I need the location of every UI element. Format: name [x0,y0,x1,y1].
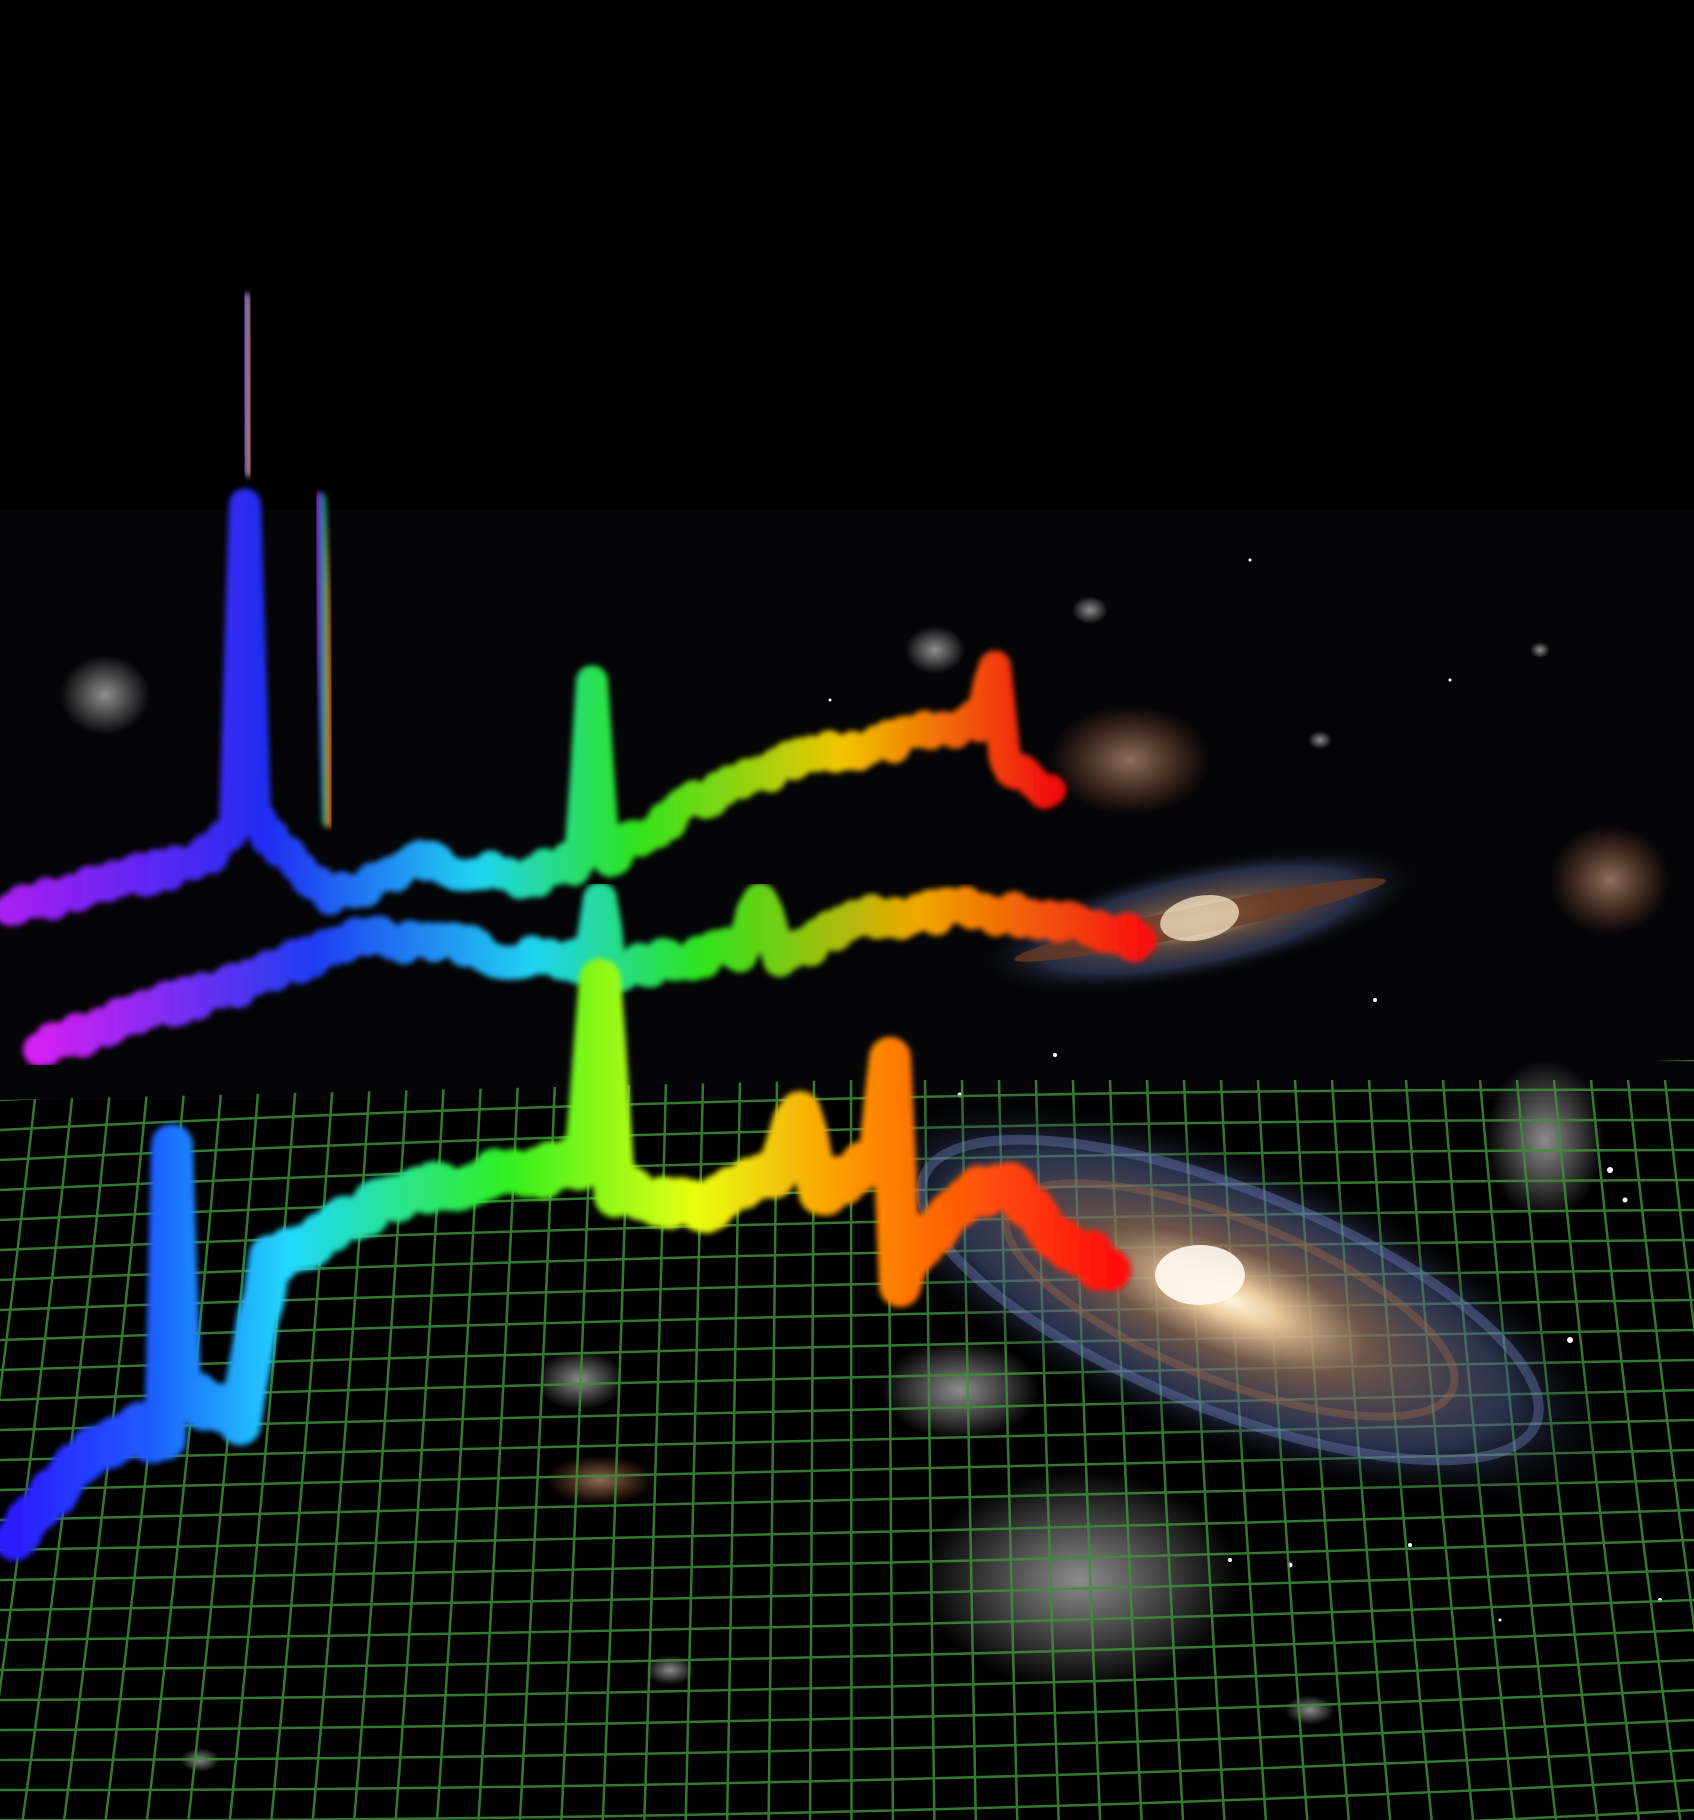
spectra [0,292,1157,1561]
deep-field-band [0,510,1694,1100]
spectrum-front [0,958,1131,1561]
spectrum-back-emission-line [238,292,257,477]
spectrum-back [0,488,1066,926]
spectrum-back-emission-line-2 [310,491,338,828]
spectrum-middle [23,882,1157,1067]
